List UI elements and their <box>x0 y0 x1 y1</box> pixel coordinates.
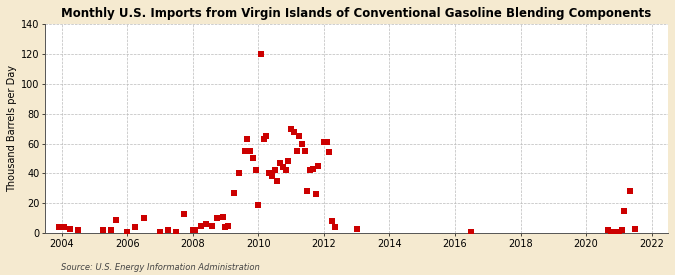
Point <box>239 149 250 153</box>
Point <box>267 174 277 179</box>
Text: Source: U.S. Energy Information Administration: Source: U.S. Energy Information Administ… <box>61 263 259 272</box>
Point <box>310 192 321 197</box>
Point <box>466 230 477 234</box>
Point <box>327 219 338 224</box>
Point <box>280 168 291 173</box>
Point <box>155 230 165 234</box>
Point <box>269 168 280 173</box>
Point <box>299 149 310 153</box>
Point <box>247 156 258 161</box>
Point <box>304 168 315 173</box>
Point <box>302 189 313 194</box>
Point <box>261 134 272 138</box>
Point <box>264 171 275 176</box>
Point <box>324 150 335 155</box>
Point <box>196 224 207 228</box>
Point <box>619 209 630 213</box>
Point <box>138 216 149 221</box>
Point <box>187 228 198 232</box>
Point <box>64 227 75 231</box>
Point <box>603 228 614 232</box>
Point <box>207 224 217 228</box>
Point <box>242 137 252 141</box>
Point <box>220 225 231 229</box>
Point <box>111 218 122 222</box>
Point <box>97 228 108 232</box>
Point <box>277 165 288 170</box>
Point <box>296 141 307 146</box>
Point <box>179 211 190 216</box>
Point <box>256 52 267 56</box>
Point <box>253 203 264 207</box>
Point <box>72 228 83 232</box>
Point <box>319 140 329 144</box>
Point <box>313 164 324 168</box>
Point <box>212 216 223 221</box>
Point <box>308 167 319 171</box>
Point <box>234 171 244 176</box>
Point <box>614 230 624 234</box>
Point <box>605 230 616 234</box>
Point <box>259 137 269 141</box>
Point <box>616 228 627 232</box>
Title: Monthly U.S. Imports from Virgin Islands of Conventional Gasoline Blending Compo: Monthly U.S. Imports from Virgin Islands… <box>61 7 652 20</box>
Point <box>272 179 283 183</box>
Point <box>351 227 362 231</box>
Point <box>105 228 116 232</box>
Point <box>59 225 70 229</box>
Point <box>630 227 641 231</box>
Point <box>321 140 332 144</box>
Point <box>217 214 228 219</box>
Point <box>283 159 294 164</box>
Point <box>611 230 622 234</box>
Point <box>171 230 182 234</box>
Point <box>250 168 261 173</box>
Point <box>130 225 140 229</box>
Point <box>329 225 340 229</box>
Point <box>275 161 286 165</box>
Point <box>294 134 304 138</box>
Point <box>53 225 64 229</box>
Y-axis label: Thousand Barrels per Day: Thousand Barrels per Day <box>7 65 17 192</box>
Point <box>122 230 132 234</box>
Point <box>291 149 302 153</box>
Point <box>190 228 201 232</box>
Point <box>244 149 255 153</box>
Point <box>201 222 212 227</box>
Point <box>288 129 299 134</box>
Point <box>608 230 619 234</box>
Point <box>286 126 296 131</box>
Point <box>223 224 234 228</box>
Point <box>228 191 239 195</box>
Point <box>163 228 173 232</box>
Point <box>624 189 635 194</box>
